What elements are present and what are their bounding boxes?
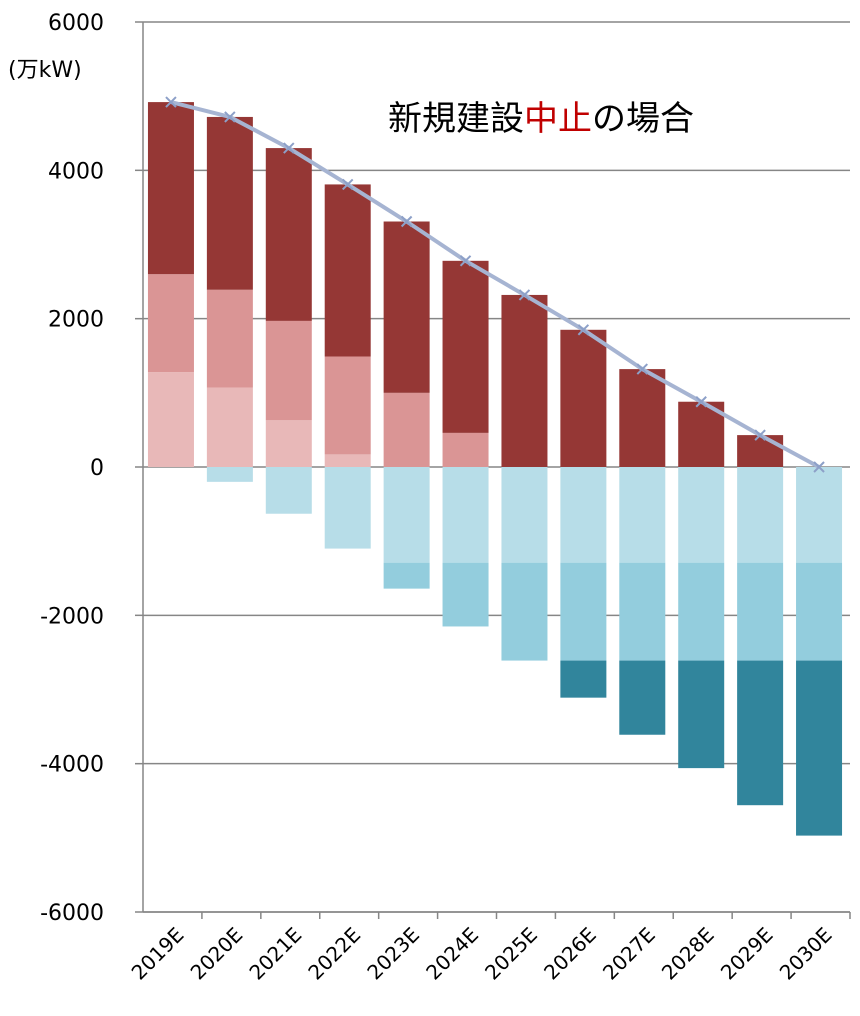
bar-segment xyxy=(501,467,548,563)
bar-segment xyxy=(383,562,430,589)
chart-title: 新規建設中止の場合 xyxy=(388,99,694,139)
bar-segment xyxy=(737,562,784,661)
bar-segment xyxy=(442,432,489,467)
bar-segment xyxy=(678,660,725,769)
line-point-marker xyxy=(695,396,707,408)
bar-segment xyxy=(737,660,784,806)
bar-segment xyxy=(383,392,430,467)
bar-segment xyxy=(383,467,430,563)
x-tick-label: 2020E xyxy=(186,923,248,985)
bar-segment xyxy=(560,329,607,467)
bar-segment xyxy=(324,467,371,549)
bar-segment xyxy=(560,660,607,698)
line-point-marker xyxy=(518,289,531,301)
axes xyxy=(135,21,851,919)
bar-segment xyxy=(206,467,253,482)
chart-title-part: 新規建設 xyxy=(388,99,524,139)
y-tick-label: 4000 xyxy=(48,159,104,184)
line-point-marker xyxy=(342,178,354,191)
y-tick-label: 6000 xyxy=(48,11,104,36)
bar-segment xyxy=(796,467,843,563)
x-tick-label: 2021E xyxy=(244,923,306,985)
bar-segment xyxy=(560,467,607,563)
y-axis-unit-label: (万kW) xyxy=(8,58,82,83)
bar-segment xyxy=(147,102,194,275)
x-tick-label: 2025E xyxy=(480,923,542,985)
bar-segment xyxy=(501,562,548,661)
bar-segment xyxy=(619,562,666,661)
line-point-marker xyxy=(813,461,825,473)
bar-segment xyxy=(619,660,666,735)
x-tick-label: 2030E xyxy=(775,923,837,985)
x-tick-label: 2019E xyxy=(127,923,189,985)
bar-segment xyxy=(678,562,725,661)
total-line-series xyxy=(165,96,825,473)
bar-segment xyxy=(324,356,371,455)
line-point-marker xyxy=(283,142,295,154)
bar-segment xyxy=(265,420,312,467)
y-tick-label: -2000 xyxy=(40,604,104,629)
bar-segment xyxy=(737,467,784,563)
bar-segment xyxy=(737,435,784,467)
bar-segment xyxy=(324,454,371,467)
x-tick-label: 2027E xyxy=(598,923,660,985)
line-point-marker xyxy=(224,111,236,123)
y-tick-label: 2000 xyxy=(48,308,104,333)
bar-stacks xyxy=(147,102,843,836)
bar-segment xyxy=(265,320,312,421)
y-tick-label: -4000 xyxy=(40,753,104,778)
x-tick-label: 2026E xyxy=(539,923,601,985)
line-point-marker xyxy=(636,363,648,375)
bar-segment xyxy=(619,369,666,467)
line-point-marker xyxy=(165,96,177,108)
bar-segment xyxy=(442,467,489,563)
bar-segment xyxy=(324,184,371,357)
bar-segment xyxy=(678,467,725,563)
bar-segment xyxy=(796,660,843,836)
bar-segment xyxy=(442,562,489,627)
chart-title-part: 中止 xyxy=(524,99,592,139)
line-point-marker xyxy=(400,215,413,228)
bar-segment xyxy=(265,467,312,514)
bar-segment xyxy=(206,289,253,388)
bar-segment xyxy=(206,116,253,290)
y-tick-label: -6000 xyxy=(40,901,104,926)
line-point-marker xyxy=(754,429,766,441)
y-tick-label: 0 xyxy=(90,456,104,481)
line-point-marker xyxy=(459,255,472,267)
total-line xyxy=(170,100,820,469)
chart-title-part: の場合 xyxy=(592,99,694,139)
bar-segment xyxy=(560,562,607,661)
bar-segment xyxy=(383,221,430,393)
x-tick-label: 2028E xyxy=(657,923,719,985)
bar-segment xyxy=(206,387,253,467)
bar-segment xyxy=(147,274,194,373)
bar-segment xyxy=(619,467,666,563)
bar-segment xyxy=(501,294,548,467)
bar-segment xyxy=(442,260,489,433)
line-point-marker xyxy=(577,324,590,336)
x-tick-label: 2022E xyxy=(303,923,365,985)
bar-segment xyxy=(147,372,194,467)
x-tick-label: 2023E xyxy=(362,923,424,985)
x-tick-label: 2029E xyxy=(716,923,778,985)
bar-segment xyxy=(265,148,312,321)
bar-segment xyxy=(796,562,843,661)
x-tick-label: 2024E xyxy=(421,923,483,985)
